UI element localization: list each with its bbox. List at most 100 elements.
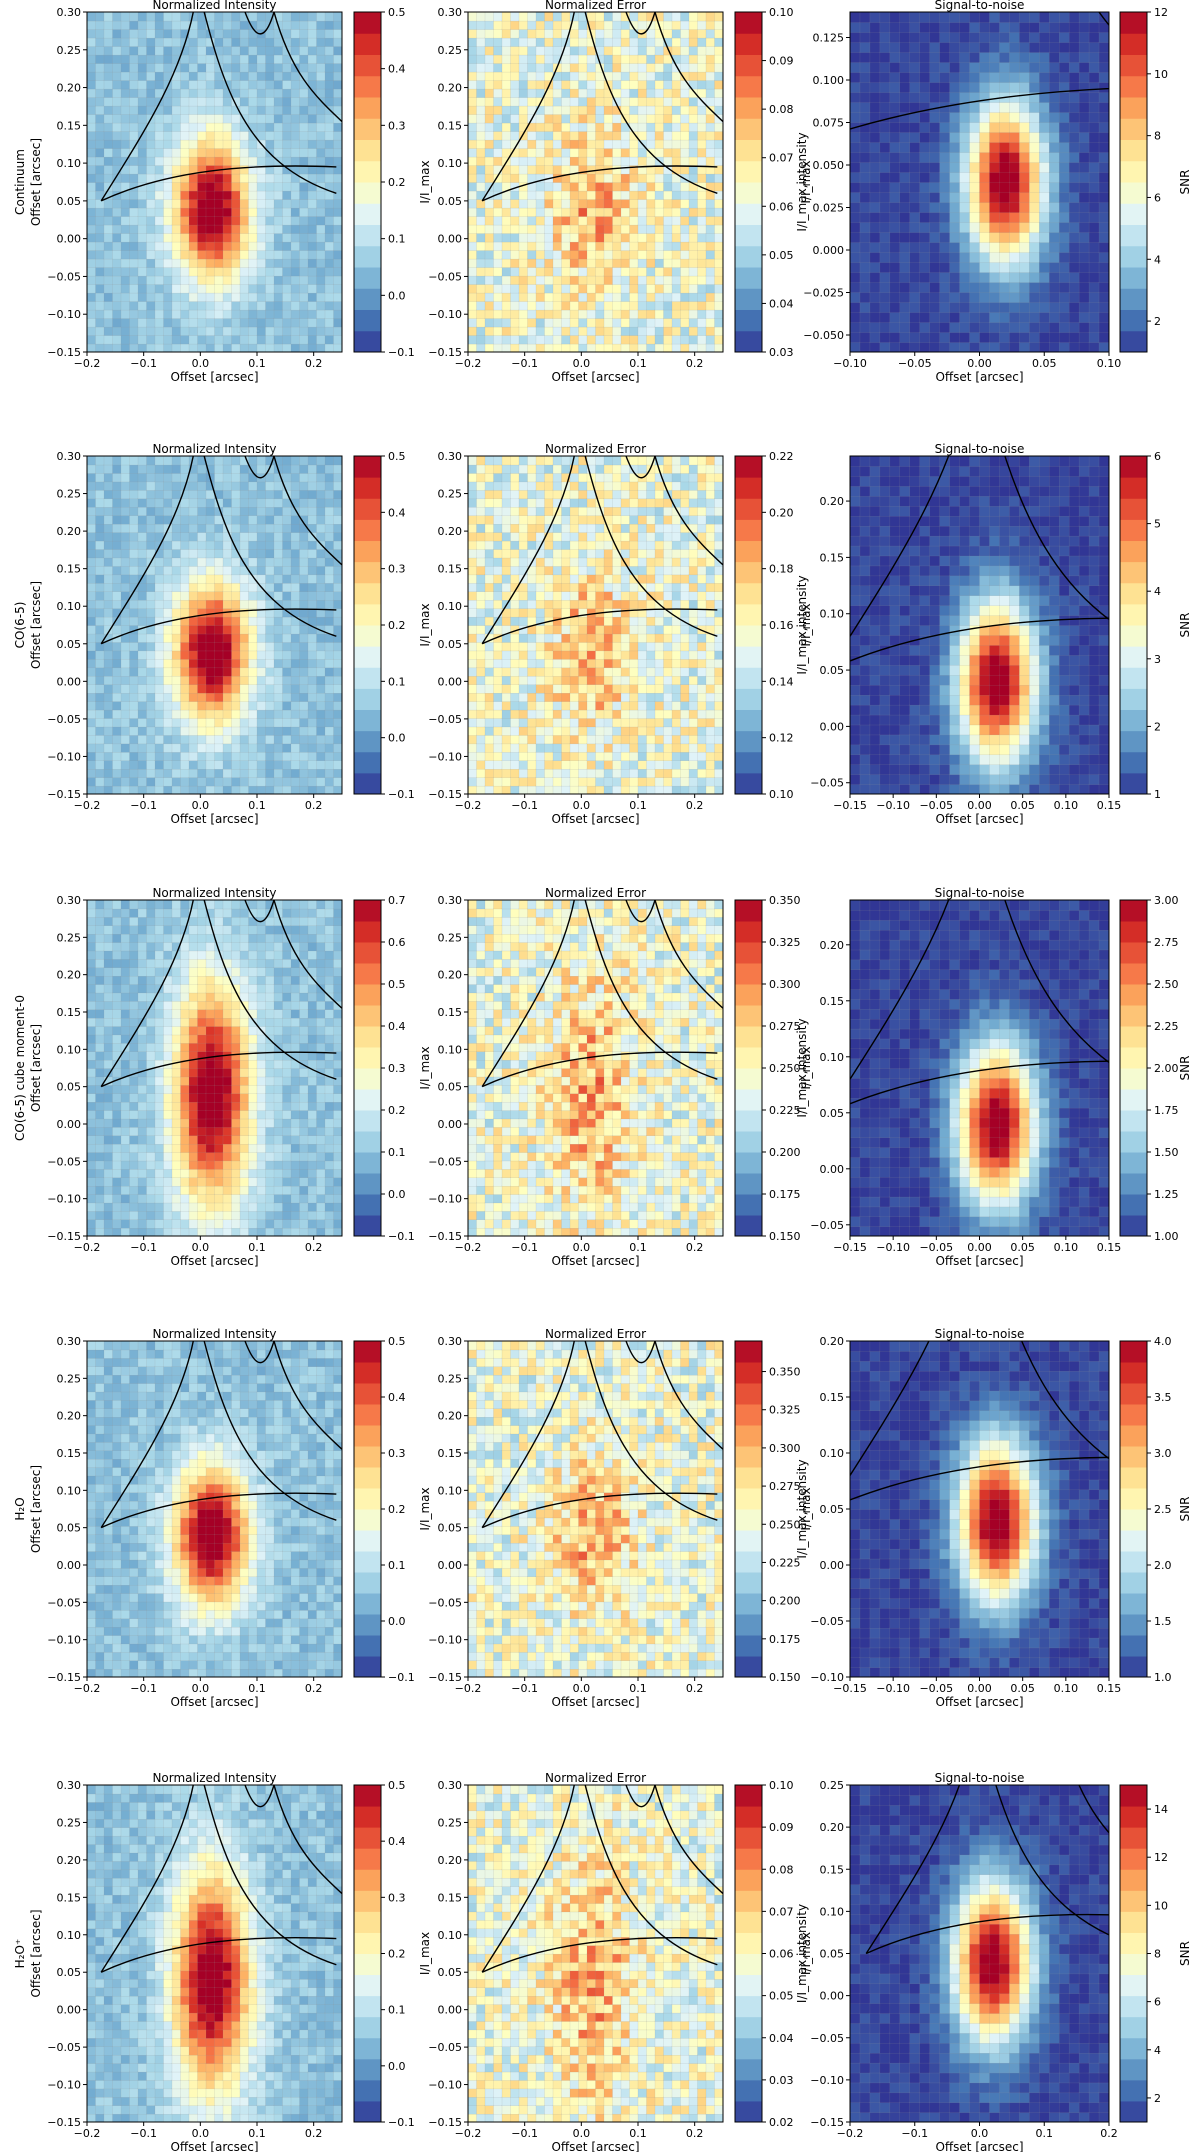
colorbar-segment [735, 1005, 762, 1027]
colorbar-segment [735, 2100, 762, 2123]
colorbar-label: I/I_max [799, 1046, 813, 1089]
y-tick-label: −0.10 [428, 1193, 462, 1206]
colorbar-tick-label: 0.6 [388, 936, 406, 949]
colorbar-label: I/I_max [799, 1487, 813, 1530]
y-tick-label: −0.10 [47, 750, 81, 763]
y-tick-label: 0.00 [820, 1990, 845, 2003]
colorbar-tick-label: 0.325 [769, 936, 801, 949]
y-tick-label: −0.10 [47, 308, 81, 321]
colorbar-tick-label: 0.0 [388, 1188, 406, 1201]
caustic-curves [481, 1785, 723, 1973]
y-tick-label: 0.30 [57, 450, 82, 463]
caustic-curve [481, 608, 718, 645]
x-tick-label: 0.10 [1097, 357, 1122, 370]
y-tick-label: 0.10 [438, 1484, 463, 1497]
y-tick-label: 0.05 [438, 1522, 463, 1535]
colorbar: 2 4 6 8 10 12 [1119, 6, 1168, 353]
panel-r1c0: Normalized Intensity −0.2 −0.1 0.0 0.1 0.2 Off… [13, 442, 432, 826]
x-axis-label: Offset [arcsec] [170, 2140, 258, 2152]
row-label: H₂O⁺ [13, 1939, 27, 1969]
colorbar-segment [1120, 1110, 1147, 1132]
colorbar-segment [735, 139, 762, 162]
y-tick-label: 0.25 [57, 488, 82, 501]
x-tick-label: 0.1 [248, 1241, 266, 1254]
colorbar-segment [735, 54, 762, 77]
y-axis-label: Offset [arcsec] [29, 581, 43, 669]
colorbar-label: I/I_max [418, 1932, 432, 1975]
colorbar-segment [735, 921, 762, 943]
colorbar-tick-label: 0.2 [388, 176, 406, 189]
x-tick-label: 0.0 [192, 1241, 210, 1254]
colorbar-segment [735, 1089, 762, 1111]
colorbar-segment [354, 1026, 381, 1048]
colorbar-label: SNR [1178, 613, 1192, 638]
colorbar-segment [735, 2016, 762, 2039]
colorbar-tick-label: 0.07 [769, 1905, 794, 1918]
colorbar-tick-label: 3.00 [1154, 894, 1179, 907]
colorbar-tick-label: 0.2 [388, 1104, 406, 1117]
colorbar-segment [354, 1341, 381, 1363]
x-tick-label: −0.2 [74, 2127, 101, 2140]
caustic-curve [273, 456, 342, 566]
colorbar-segment [1120, 330, 1147, 353]
panel-title: Signal-to-noise [935, 886, 1025, 900]
y-tick-label: 0.15 [438, 563, 463, 576]
caustic-curve [100, 12, 194, 202]
y-axis-label: I/I_max,intensity [795, 1018, 809, 1117]
x-tick-label: 0.1 [629, 799, 647, 812]
colorbar-segment [1120, 963, 1147, 985]
caustic-curve [850, 1341, 930, 1477]
colorbar-tick-label: −0.1 [388, 1671, 415, 1684]
x-tick-label: 0.0 [573, 1682, 591, 1695]
x-axis-label: Offset [arcsec] [551, 812, 639, 826]
x-tick-label: 0.1 [629, 2127, 647, 2140]
caustic-curves [850, 456, 1109, 662]
y-tick-label: 0.20 [820, 1821, 845, 1834]
x-tick-label: −0.1 [511, 799, 538, 812]
colorbar-label: I/I_max [418, 1046, 432, 1089]
y-tick-label: 0.30 [57, 1335, 82, 1348]
x-tick-label: 0.1 [1036, 2127, 1054, 2140]
panel-r0c2: Signal-to-noise −0.10 −0.05 0.00 0.05 0.10 Off… [795, 0, 1192, 384]
colorbar-tick-label: 0.14 [769, 675, 794, 688]
y-tick-label: 0.05 [57, 638, 82, 651]
colorbar-segment [735, 1806, 762, 1828]
colorbar-segment [1120, 456, 1147, 478]
y-tick-label: 0.20 [438, 525, 463, 538]
colorbar-segment [354, 2037, 381, 2060]
colorbar-segment [354, 730, 381, 753]
caustic-curve [481, 1785, 575, 1973]
colorbar-tick-label: 0.0 [388, 2060, 406, 2073]
colorbar-segment [735, 12, 762, 34]
x-tick-label: −0.1 [511, 357, 538, 370]
colorbar-segment [735, 1467, 762, 1489]
colorbar-segment [1120, 118, 1147, 140]
y-tick-label: −0.05 [428, 1155, 462, 1168]
colorbar-segment [1120, 1194, 1147, 1216]
caustic-curve [244, 456, 275, 479]
x-axis-label: Offset [arcsec] [170, 1254, 258, 1268]
colorbar-tick-label: 0.2 [388, 619, 406, 632]
colorbar: 1 2 3 4 5 6 [1119, 450, 1161, 801]
y-tick-label: 0.20 [57, 969, 82, 982]
y-tick-label: 0.10 [820, 1447, 845, 1460]
y-tick-label: 0.075 [813, 117, 845, 130]
caustic-curve [850, 1060, 1109, 1105]
colorbar-segment [735, 1194, 762, 1216]
colorbar-segment [1120, 75, 1147, 98]
colorbar-segment [354, 942, 381, 964]
colorbar-tick-label: 0.16 [769, 619, 794, 632]
colorbar-segment [735, 2058, 762, 2081]
colorbar-segment [1120, 1362, 1147, 1384]
x-tick-label: −0.1 [130, 799, 157, 812]
map-field [87, 1785, 342, 2122]
x-tick-label: 0.00 [967, 1241, 992, 1254]
caustic-curve [273, 1785, 342, 1895]
y-tick-label: 0.15 [57, 563, 82, 576]
colorbar-segment [354, 921, 381, 943]
colorbar-segment [354, 1869, 381, 1891]
colorbar-tick-label: 0.5 [388, 978, 406, 991]
y-tick-label: 0.25 [438, 44, 463, 57]
row-label: CO(6-5) [13, 602, 27, 649]
panel-r0c0: Normalized Intensity −0.2 −0.1 0.0 0.1 0.2 Off… [13, 0, 432, 384]
